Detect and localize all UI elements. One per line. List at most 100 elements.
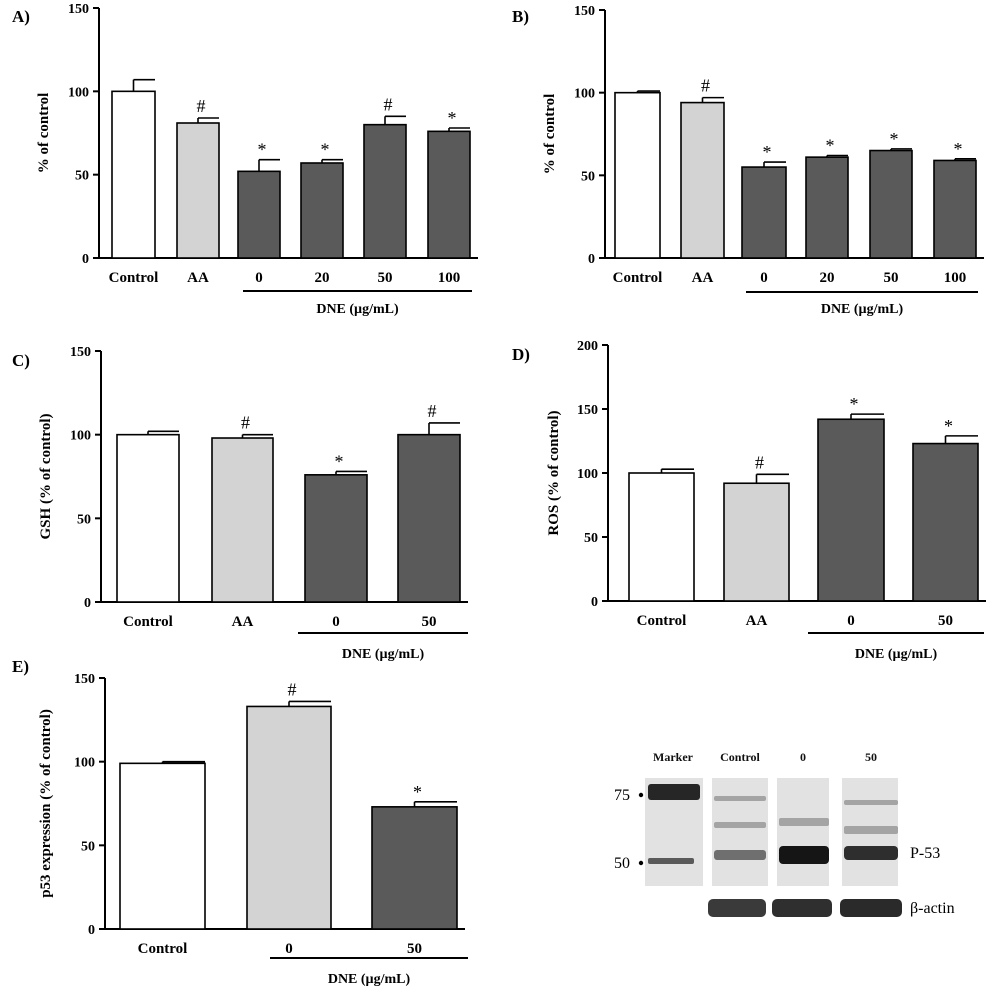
- blot-lane-smear: [712, 778, 768, 886]
- panel-d-category-label: Control: [637, 613, 687, 629]
- panel-d-category-label: AA: [746, 613, 768, 629]
- panel-e-y-tick-label: 50: [81, 839, 95, 854]
- blot-lane-label: Marker: [653, 750, 694, 764]
- panel-e-group-label: DNE (µg/mL): [328, 972, 411, 987]
- panel-b-category-label: 0: [760, 270, 768, 286]
- panel-a-category-label: 50: [378, 270, 393, 286]
- panel-d-y-tick-label: 150: [577, 403, 598, 418]
- panel-d-group-label: DNE (µg/mL): [855, 647, 938, 662]
- panel-c-category-label: Control: [123, 614, 173, 630]
- panel-a-y-tick-label: 0: [82, 252, 89, 267]
- panel-d-significance-mark: *: [850, 394, 859, 414]
- blot-marker-band-75: [648, 784, 700, 800]
- panel-e-y-axis-label: p53 expression (% of control): [38, 709, 54, 898]
- panel-b-bar: [614, 91, 661, 259]
- panel-c-y-tick-label: 0: [84, 596, 91, 611]
- panel-d-label: D): [512, 345, 530, 364]
- panel-c-bar: [211, 437, 274, 603]
- panel-d-category-label: 50: [938, 613, 953, 629]
- panel-a-significance-mark: *: [321, 140, 330, 160]
- panel-b-category-label: AA: [692, 270, 714, 286]
- panel-b-bar: [933, 159, 977, 259]
- panel-a-significance-mark: *: [448, 108, 457, 128]
- panel-c-y-tick-label: 150: [70, 345, 91, 360]
- blot-actin-band-control: [708, 899, 766, 917]
- panel-d-y-tick-label: 50: [584, 531, 598, 546]
- panel-e-significance-mark: #: [288, 679, 297, 699]
- panel-e-category-label: Control: [138, 941, 188, 957]
- panel-b-bar: [741, 166, 787, 259]
- panel-c-y-axis-label: GSH (% of control): [38, 414, 54, 540]
- panel-a-category-label: 100: [438, 270, 461, 286]
- panel-b-bar: [869, 149, 913, 259]
- blot-marker-dot: [638, 792, 644, 798]
- blot-p53-band-control: [714, 850, 766, 860]
- panel-c-category-label: 0: [332, 614, 340, 630]
- panel-a-significance-mark: #: [384, 94, 393, 114]
- panel-d-y-tick-label: 100: [577, 467, 598, 482]
- panel-e-category-label: 0: [285, 941, 293, 957]
- panel-c-significance-mark: #: [428, 401, 437, 421]
- panel-a-y-tick-label: 150: [68, 2, 89, 17]
- panel-e-significance-mark: *: [413, 782, 422, 802]
- panel-b-bar: [680, 101, 725, 259]
- blot-faint-band: [779, 818, 829, 826]
- panel-b-category-label: 20: [820, 270, 835, 286]
- panel-e-bar: [246, 705, 332, 930]
- panel-b-y-tick-label: 100: [574, 87, 595, 102]
- blot-lane-label: 50: [865, 750, 877, 764]
- panel-e-y-tick-label: 100: [74, 756, 95, 771]
- blot-actin-band-0: [772, 899, 832, 917]
- panel-c-bar: [397, 433, 461, 603]
- panel-a-significance-mark: #: [197, 96, 206, 116]
- panel-a-bar: [176, 122, 220, 259]
- panel-b-category-label: Control: [613, 270, 663, 286]
- panel-a-bar: [237, 170, 281, 259]
- panel-b-category-label: 100: [944, 270, 967, 286]
- blot-lane-smear: [777, 778, 829, 886]
- panel-e-bar: [119, 762, 206, 930]
- panel-b-y-tick-label: 150: [574, 4, 595, 19]
- panel-d-significance-mark: #: [755, 452, 764, 472]
- panel-b-label: B): [512, 7, 529, 26]
- panel-a-category-label: AA: [187, 270, 209, 286]
- blot-faint-band: [844, 800, 898, 805]
- blot-faint-band: [714, 822, 766, 828]
- panel-c-bar: [116, 433, 180, 603]
- panel-b-bar: [805, 156, 849, 259]
- panel-b-significance-mark: *: [890, 129, 899, 149]
- panel-c-label: C): [12, 351, 30, 370]
- panel-c-bar: [304, 474, 368, 603]
- panel-e-bar: [371, 806, 458, 930]
- panel-c-significance-mark: #: [241, 413, 250, 433]
- panel-a-bar: [111, 90, 156, 259]
- panel-a-y-tick-label: 50: [75, 169, 89, 184]
- panel-d-y-tick-label: 0: [591, 595, 598, 610]
- panel-d-significance-mark: *: [944, 416, 953, 436]
- panel-a-category-label: Control: [109, 270, 159, 286]
- panel-a-category-label: 20: [315, 270, 330, 286]
- blot-faint-band: [714, 796, 766, 801]
- panel-a-category-label: 0: [255, 270, 263, 286]
- panel-a-bar: [427, 130, 471, 259]
- blot-lane-label: Control: [720, 750, 760, 764]
- panel-b-significance-mark: *: [954, 139, 963, 159]
- blot-p53-band-0: [779, 846, 829, 864]
- panel-d-category-label: 0: [847, 613, 855, 629]
- panel-c-category-label: 50: [422, 614, 437, 630]
- panel-e-category-label: 50: [407, 941, 422, 957]
- blot-marker-size-75: 75: [614, 787, 630, 804]
- panel-d-y-tick-label: 200: [577, 339, 598, 354]
- panel-c-y-tick-label: 100: [70, 429, 91, 444]
- blot-actin-band-50: [840, 899, 902, 917]
- panel-e-y-tick-label: 0: [88, 923, 95, 938]
- panel-e-label: E): [12, 657, 29, 676]
- blot-marker-band-50: [648, 858, 694, 864]
- panel-d-bar: [817, 418, 885, 602]
- panel-c-group-label: DNE (µg/mL): [342, 647, 425, 662]
- panel-b-significance-mark: #: [701, 76, 710, 96]
- blot-marker-size-50: 50: [614, 855, 630, 872]
- panel-a-y-axis-label: % of control: [36, 93, 52, 174]
- blot-band-label-p53: P-53: [910, 845, 940, 862]
